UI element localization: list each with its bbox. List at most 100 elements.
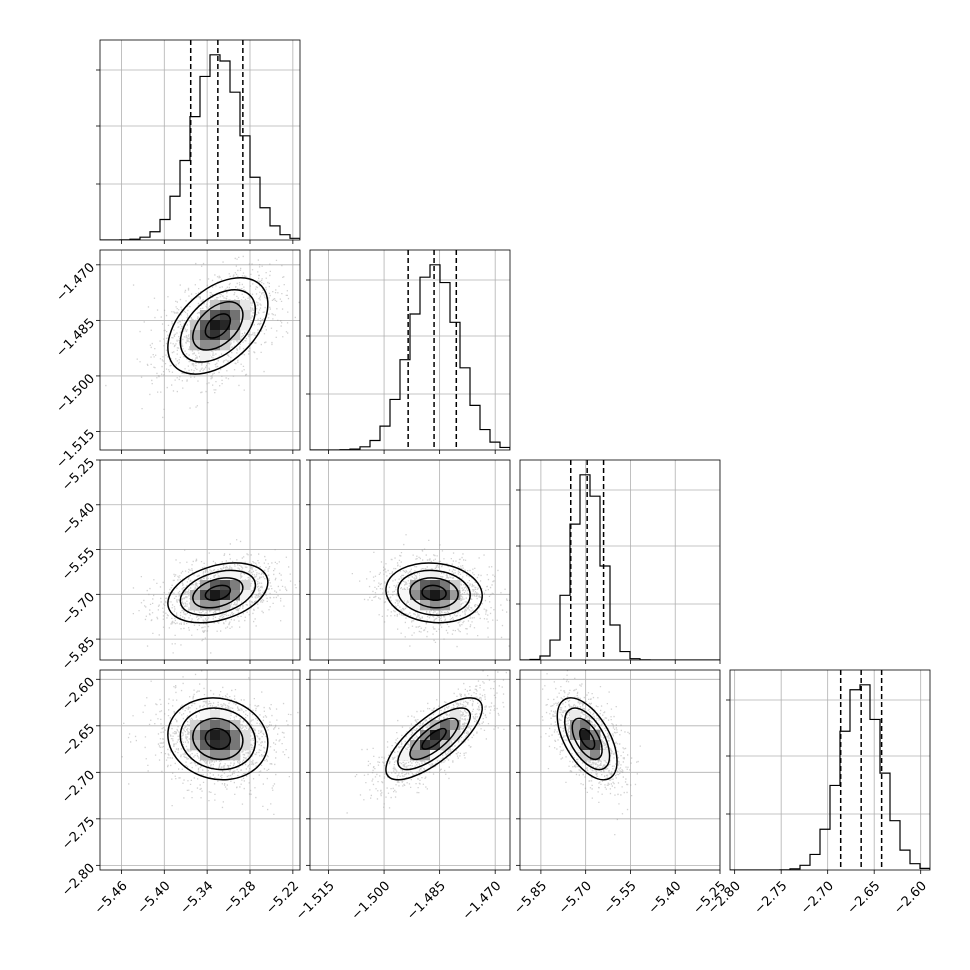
density-bin — [210, 590, 221, 601]
density-bin — [220, 730, 231, 741]
contour-0-3-1 — [192, 717, 244, 761]
hist-panel-2 — [516, 459, 721, 664]
density-bin — [440, 580, 451, 591]
density-bin — [210, 320, 221, 331]
contour-0-2-2 — [179, 569, 257, 616]
density-bin — [450, 730, 461, 741]
density-bin — [230, 300, 241, 311]
density-bin — [400, 590, 411, 601]
density-bin — [220, 330, 231, 341]
density-bin — [220, 720, 231, 731]
y-tick-label-2-0: −5.85 — [59, 635, 98, 674]
y-tick-label-3-3: −2.65 — [59, 721, 98, 760]
scatter-panel-1-3 — [306, 669, 511, 874]
density-bin — [420, 750, 431, 761]
density-bin — [600, 750, 611, 761]
panel-frame — [99, 249, 301, 451]
contour-0-1-0 — [204, 313, 232, 339]
density-bin — [230, 320, 241, 331]
scatter-panel-0-3 — [96, 669, 301, 874]
contour-2-3-1 — [571, 717, 603, 761]
density-bin — [210, 600, 221, 611]
density-bin — [230, 730, 241, 741]
density-bin — [210, 340, 221, 351]
density-bin — [210, 310, 221, 321]
density-bin — [590, 730, 601, 741]
x-tick-label-3-1: −2.75 — [752, 879, 791, 918]
density-bin — [440, 600, 451, 611]
density-bin — [420, 600, 431, 611]
density-bin — [570, 710, 581, 721]
contour-0-1-2 — [179, 289, 257, 363]
panel-frame — [519, 459, 721, 661]
density-bin — [240, 310, 251, 321]
density-bin — [410, 740, 421, 751]
histogram-3 — [730, 684, 930, 870]
y-tick-label-3-2: −2.70 — [59, 768, 98, 807]
x-tick-label-1-3: −1.470 — [460, 879, 505, 924]
density-bin — [190, 330, 201, 341]
panel-frame — [309, 249, 511, 451]
contour-0-3-3 — [167, 697, 269, 781]
density-bin — [230, 740, 241, 751]
density-bin — [240, 740, 251, 751]
histogram-0 — [100, 54, 300, 240]
scatter-panel-0-1 — [96, 249, 301, 454]
density-bin — [410, 600, 421, 611]
density-bin — [430, 750, 441, 761]
density-bin — [210, 710, 221, 721]
panel-frame — [99, 459, 301, 661]
density-bin — [220, 750, 231, 761]
panel-frame — [729, 669, 931, 871]
density-bin — [570, 730, 581, 741]
density-bin — [430, 600, 441, 611]
contour-1-2-2 — [397, 569, 471, 616]
y-tick-label-2-2: −5.55 — [59, 545, 98, 584]
contour-0-3-2 — [179, 707, 257, 771]
density-bin — [450, 720, 461, 731]
contour-1-3-0 — [421, 727, 447, 750]
contour-1-2-3 — [385, 562, 483, 624]
x-tick-label-1-2: −1.485 — [404, 879, 449, 924]
x-tick-label-3-4: −2.60 — [891, 879, 930, 918]
contour-1-3-2 — [397, 707, 471, 771]
x-tick-label-3-2: −2.70 — [798, 879, 837, 918]
density-bin — [220, 300, 231, 311]
density-bin — [190, 720, 201, 731]
density-bin — [210, 720, 221, 731]
y-tick-label-1-1: −1.500 — [53, 371, 98, 416]
scatter-panel-0-2 — [96, 459, 301, 664]
contour-1-2-1 — [409, 577, 459, 609]
density-bin — [210, 330, 221, 341]
density-bin — [240, 300, 251, 311]
scatter-points-0-3 — [121, 670, 300, 815]
density-bin — [220, 310, 231, 321]
contour-0-1-1 — [192, 301, 244, 351]
density-bin — [210, 750, 221, 761]
density-bin — [240, 730, 251, 741]
x-tick-label-2-3: −5.40 — [646, 879, 685, 918]
density-bin — [400, 750, 411, 761]
density-bin — [230, 580, 241, 591]
y-tick-label-1-3: −1.470 — [53, 260, 98, 305]
density-bin — [200, 350, 211, 361]
density-bin — [220, 740, 231, 751]
contour-2-3-2 — [564, 707, 611, 771]
density-bin — [420, 730, 431, 741]
density-bin — [440, 720, 451, 731]
hist-panel-3 — [726, 669, 931, 874]
x-tick-label-3-3: −2.65 — [845, 879, 884, 918]
density-bin — [240, 580, 251, 591]
density-bin — [190, 590, 201, 601]
density-bin — [420, 570, 431, 581]
density-bin — [200, 580, 211, 591]
x-tick-label-0-3: −5.28 — [220, 879, 259, 918]
density-bin — [200, 310, 211, 321]
panel-frame — [309, 669, 511, 871]
density-bin — [430, 730, 441, 741]
density-bin — [200, 740, 211, 751]
contour-2-3-3 — [556, 697, 618, 781]
x-tick-label-0-1: −5.40 — [135, 879, 174, 918]
density-bin — [230, 310, 241, 321]
density-bin — [450, 710, 461, 721]
